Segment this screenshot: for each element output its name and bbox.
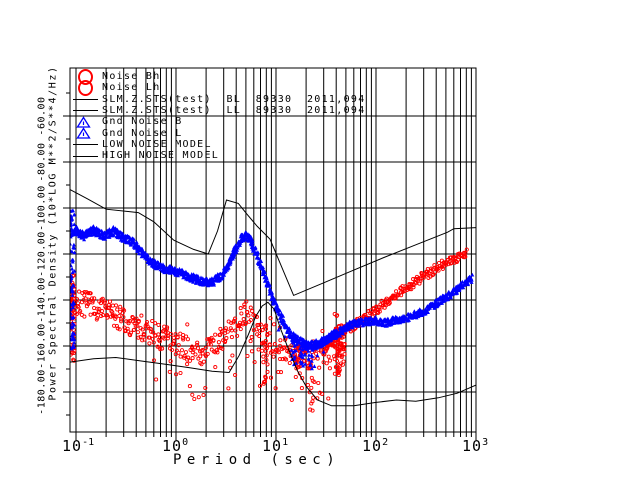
- x-tick-exponent: 2: [382, 437, 389, 448]
- x-tick-label: 102: [362, 437, 388, 455]
- x-tick-base: 10: [462, 437, 483, 455]
- line-marker-icon: [73, 110, 98, 112]
- legend-label: Noise Bh: [102, 71, 161, 82]
- y-tick-label: -120.00: [36, 231, 48, 277]
- x-tick-exponent: 3: [482, 437, 489, 448]
- x-tick-label: 103: [462, 437, 488, 455]
- y-tick-label: -60.00: [36, 96, 48, 136]
- y-tick-label: -100.00: [36, 185, 48, 231]
- legend-label: Gnd Noise L: [102, 127, 183, 139]
- circle-marker-icon: [78, 80, 93, 97]
- y-tick-label: -80.00: [36, 142, 48, 182]
- y-tick-label: -180.00: [36, 369, 48, 415]
- line-marker-icon: [73, 155, 98, 157]
- legend-label: Gnd Noise B: [102, 116, 183, 128]
- line-marker-icon: [73, 99, 98, 101]
- legend-item: Noise Lh: [72, 80, 161, 97]
- legend-label: SLM.Z.STS(test) BL 89330 2011,094: [102, 93, 366, 105]
- x-axis-title: Period (sec): [173, 452, 341, 468]
- triangle-marker-icon: [76, 127, 91, 139]
- legend-label: SLM.Z.STS(test) LL 89330 2011,094: [102, 104, 366, 116]
- y-tick-label: -160.00: [36, 323, 48, 369]
- y-tick-label: -140.00: [36, 277, 48, 323]
- legend-label: LOW NOISE MODEL: [102, 138, 212, 150]
- y-axis-title: Power Spectral Density (10*LOG M**2/S**4…: [47, 65, 59, 401]
- x-tick-exponent: 0: [182, 437, 189, 448]
- x-tick-exponent: -1: [82, 437, 95, 448]
- legend-item: LOW NOISE MODEL: [72, 139, 212, 151]
- line-marker-icon: [73, 144, 98, 146]
- legend-item: Gnd Noise L: [72, 127, 183, 140]
- legend-item: HIGH NOISE MODEL: [72, 150, 219, 162]
- legend-label: HIGH NOISE MODEL: [102, 150, 220, 162]
- x-tick-base: 10: [362, 437, 383, 455]
- x-tick-label: 10-1: [62, 437, 94, 455]
- x-tick-label: 101: [262, 437, 288, 455]
- x-tick-base: 10: [62, 437, 83, 455]
- triangle-marker-icon: [76, 115, 91, 128]
- legend-label: Noise Lh: [102, 82, 161, 94]
- x-tick-base: 10: [162, 437, 183, 455]
- legend-item: Gnd Noise B: [72, 115, 183, 128]
- legend-item: SLM.Z.STS(test) LL 89330 2011,094: [72, 105, 366, 117]
- x-tick-label: 100: [162, 437, 188, 455]
- legend-item: SLM.Z.STS(test) BL 89330 2011,094: [72, 94, 366, 106]
- x-tick-exponent: 1: [282, 437, 289, 448]
- x-tick-base: 10: [262, 437, 283, 455]
